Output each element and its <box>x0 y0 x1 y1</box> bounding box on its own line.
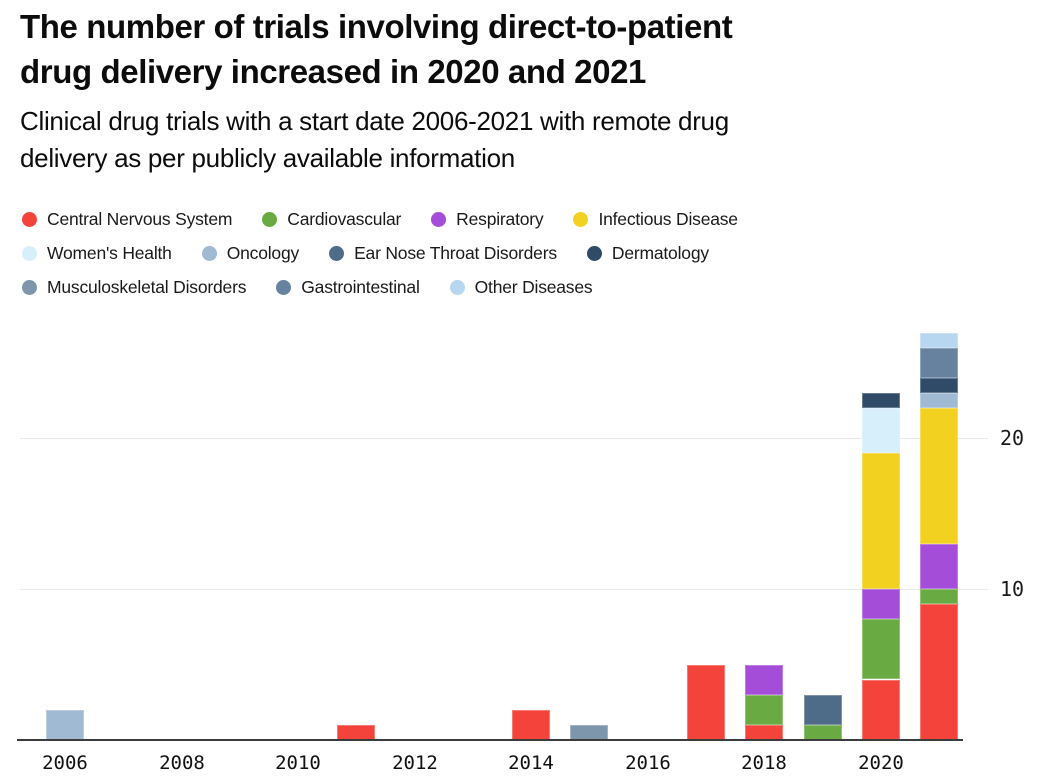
legend-item-label: Dermatology <box>611 242 709 263</box>
bar-segment-2017-central-nervous-system <box>687 665 725 740</box>
y-tick-label-20: 20 <box>1000 426 1025 450</box>
legend-item: Infectious Disease <box>573 208 738 230</box>
legend-item-label: Cardiovascular <box>287 208 402 229</box>
legend-item: Women's Health <box>22 243 172 264</box>
legend-item-label: Central Nervous System <box>47 208 233 229</box>
bar-segment-2020-women-s-health <box>862 408 900 453</box>
bar-segment-2011-central-nervous-system <box>337 725 375 740</box>
legend-dot-icon <box>573 211 589 227</box>
y-tick-label-10: 10 <box>1000 577 1025 601</box>
chart-subtitle-line2: delivery as per publicly available infor… <box>20 143 515 173</box>
chart-title-line2: drug delivery increased in 2020 and 2021 <box>20 53 646 90</box>
bar-segment-2021-infectious-disease <box>920 408 958 544</box>
legend-item: Oncology <box>201 242 300 264</box>
bar-segment-2018-respiratory <box>745 665 783 695</box>
legend-item-label: Oncology <box>226 242 300 263</box>
bar-segment-2020-central-nervous-system <box>862 680 900 740</box>
bar-segment-2021-central-nervous-system <box>920 604 958 740</box>
legend-item: Dermatology <box>586 242 709 264</box>
legend-item-label: Gastrointestinal <box>301 276 420 297</box>
gridline-y10 <box>20 589 988 590</box>
legend-item: Other Diseases <box>449 276 593 298</box>
legend-dot-icon <box>329 245 345 261</box>
bar-segment-2021-cardiovascular <box>920 589 958 604</box>
legend-item: Ear Nose Throat Disorders <box>329 243 557 264</box>
bar-segment-2020-infectious-disease <box>862 453 900 589</box>
bar-segment-2020-respiratory <box>862 589 900 619</box>
bar-segment-2015-musculoskeletal-disorders <box>570 725 608 740</box>
legend-dot-icon <box>22 245 37 261</box>
legend-dot-icon <box>449 279 465 295</box>
bar-segment-2018-central-nervous-system <box>745 725 783 740</box>
bar-segment-2019-ear-nose-throat-disorders <box>804 695 842 725</box>
legend-row: Women's Health Oncology Ear Nose Throat Di… <box>22 236 1022 270</box>
legend-dot-icon <box>262 211 278 227</box>
legend-item: Musculoskeletal Disorders <box>22 277 246 298</box>
bar-segment-2021-oncology <box>920 393 958 408</box>
legend-item-label: Infectious Disease <box>598 208 738 229</box>
legend-item-label: Women's Health <box>47 242 172 263</box>
bar-segment-2021-gastrointestinal <box>920 348 958 378</box>
bar-segment-2018-cardiovascular <box>745 695 783 725</box>
x-axis-line <box>17 739 963 741</box>
x-tick-label-2006: 2006 <box>42 752 88 774</box>
x-tick-label-2010: 2010 <box>275 752 321 774</box>
legend-item-label: Other Diseases <box>474 276 593 297</box>
bar-segment-2014-central-nervous-system <box>512 710 550 740</box>
legend-row: Musculoskeletal Disorders Gastrointestina… <box>22 270 1022 304</box>
legend-item-label: Musculoskeletal Disorders <box>47 276 247 297</box>
bar-segment-2021-respiratory <box>920 544 958 589</box>
x-tick-label-2012: 2012 <box>392 752 438 774</box>
x-tick-label-2018: 2018 <box>741 752 787 774</box>
bar-segment-2020-dermatology <box>862 393 900 408</box>
legend-dot-icon <box>276 279 292 295</box>
chart-subtitle-line1: Clinical drug trials with a start date 2… <box>20 106 729 136</box>
header: The number of trials involving direct-to… <box>20 4 1020 177</box>
legend: Central Nervous System Cardiovascular Resp… <box>22 202 1022 304</box>
legend-dot-icon <box>201 245 217 261</box>
bar-segment-2019-cardiovascular <box>804 725 842 740</box>
legend-item-label: Ear Nose Throat Disorders <box>354 242 557 263</box>
bar-segment-2020-cardiovascular <box>862 619 900 679</box>
legend-dot-icon <box>586 245 602 261</box>
x-tick-label-2014: 2014 <box>508 752 554 774</box>
legend-item-label: Respiratory <box>456 208 544 229</box>
legend-dot-icon <box>431 211 447 227</box>
legend-item: Gastrointestinal <box>276 276 420 298</box>
x-tick-label-2008: 2008 <box>159 752 205 774</box>
legend-dot-icon <box>22 211 37 227</box>
bar-segment-2021-dermatology <box>920 378 958 393</box>
legend-item: Respiratory <box>431 208 544 230</box>
x-tick-label-2020: 2020 <box>858 752 904 774</box>
legend-item: Central Nervous System <box>22 209 232 230</box>
legend-item: Cardiovascular <box>262 209 401 230</box>
legend-dot-icon <box>22 279 37 295</box>
x-tick-label-2016: 2016 <box>625 752 671 774</box>
chart-title: The number of trials involving direct-to… <box>20 4 1020 94</box>
legend-row: Central Nervous System Cardiovascular Resp… <box>22 202 1022 236</box>
bar-segment-2006-oncology <box>46 710 84 740</box>
chart-title-line1: The number of trials involving direct-to… <box>20 8 733 45</box>
gridline-y20 <box>20 438 988 439</box>
bar-segment-2021-other-diseases <box>920 333 958 348</box>
chart-subtitle: Clinical drug trials with a start date 2… <box>20 103 1020 177</box>
